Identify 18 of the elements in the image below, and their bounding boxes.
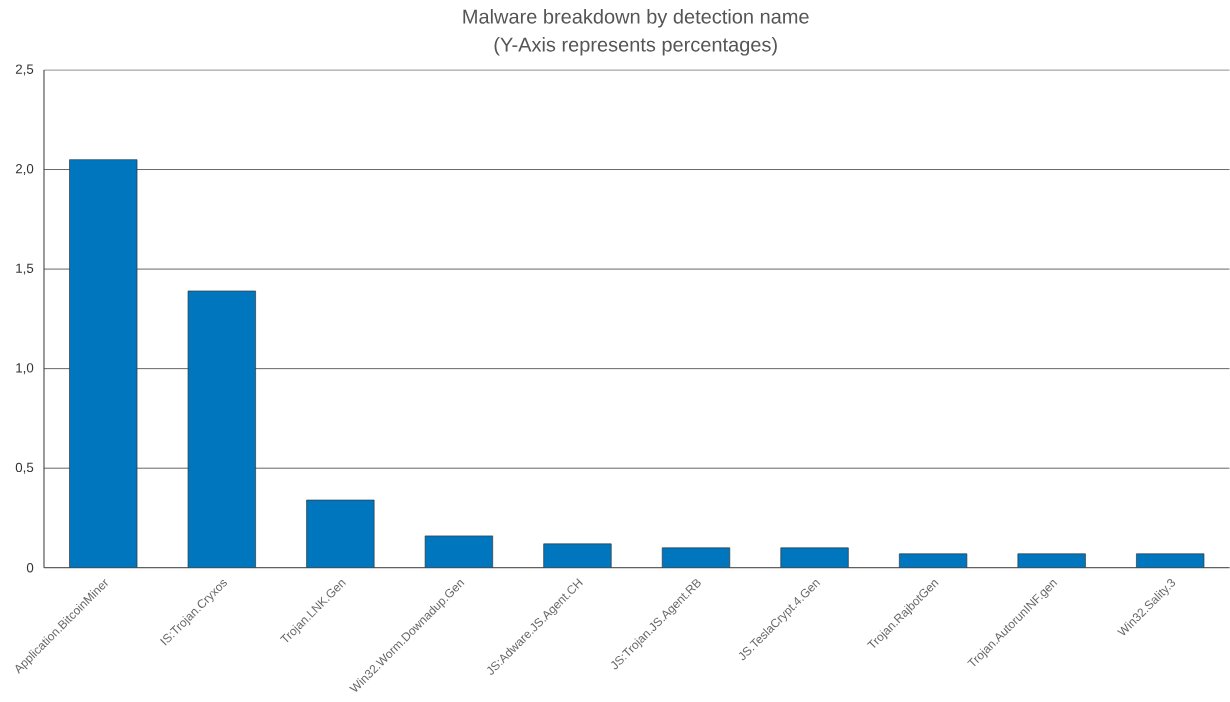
y-tick-label: 1,0: [16, 363, 34, 375]
bar: [306, 499, 375, 568]
y-tick-label: 2,5: [15, 64, 34, 76]
bar: [780, 547, 849, 568]
y-tick-label: 2,0: [15, 164, 34, 176]
bar: [898, 553, 968, 568]
bar: [661, 547, 731, 568]
chart-title: Malware breakdown by detection name: [463, 9, 809, 28]
y-tick-label: 0: [26, 563, 34, 573]
bar: [424, 535, 494, 568]
bar: [1017, 553, 1086, 568]
bar: [187, 290, 256, 568]
y-tick-label: 1,5: [16, 263, 34, 275]
chart-subtitle: (Y-Axis represents percentages): [494, 37, 777, 56]
bar: [69, 159, 138, 568]
bar: [1136, 553, 1205, 568]
y-tick-label: 0,5: [15, 462, 34, 474]
bar: [543, 543, 612, 568]
